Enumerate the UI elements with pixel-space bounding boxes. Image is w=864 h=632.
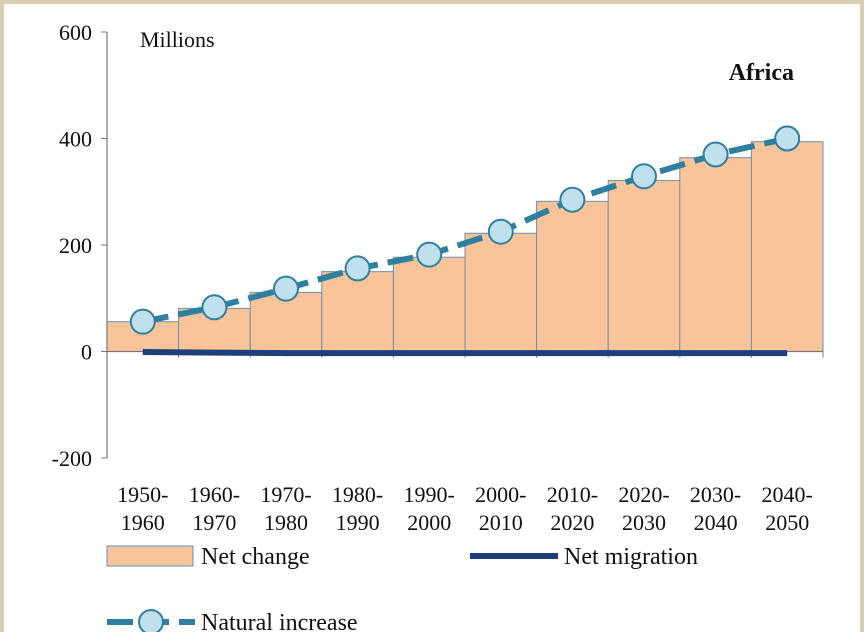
x-tick-label-line: 2030- bbox=[690, 482, 741, 507]
x-tick-label-line: 2030 bbox=[622, 510, 666, 535]
marker bbox=[273, 275, 299, 302]
x-tick-label: 2030- 2040 bbox=[690, 482, 741, 535]
x-tick-label: 2010- 2020 bbox=[547, 482, 598, 535]
marker bbox=[702, 141, 729, 168]
line bbox=[142, 349, 788, 357]
x-tick-label-line: 1980- bbox=[332, 482, 383, 507]
x-tick-label-line: 1990- bbox=[404, 482, 455, 507]
legend-label: Net change bbox=[201, 544, 310, 570]
legend-marker bbox=[138, 609, 164, 632]
x-tick-label-line: 2050 bbox=[765, 510, 809, 535]
y-tick-label: 600 bbox=[59, 20, 92, 45]
x-tick-label-line: 1990 bbox=[336, 510, 380, 535]
x-tick-label-line: 2020- bbox=[618, 482, 669, 507]
x-tick-label-line: 1980 bbox=[264, 510, 308, 535]
y-tick-label: -200 bbox=[52, 446, 92, 471]
bar bbox=[679, 157, 752, 352]
x-tick-label-line: 2010- bbox=[547, 482, 598, 507]
x-tick-label: 2000- 2010 bbox=[475, 482, 526, 535]
unit-label: Millions bbox=[140, 27, 215, 52]
x-tick-label: 1970- 1980 bbox=[260, 482, 311, 535]
marker bbox=[487, 218, 514, 245]
x-tick-label-line: 2000- bbox=[475, 482, 526, 507]
dashed-line bbox=[142, 135, 788, 325]
x-tick-label-line: 1960 bbox=[121, 510, 165, 535]
x-tick-label-line: 2010 bbox=[479, 510, 523, 535]
x-tick-label-line: 2040- bbox=[762, 482, 813, 507]
bar bbox=[464, 232, 538, 352]
legend-label: Natural increase bbox=[201, 610, 358, 632]
y-tick-label: 200 bbox=[59, 233, 92, 258]
legend-swatch bbox=[106, 545, 194, 567]
x-tick-label-line: 2040 bbox=[694, 510, 738, 535]
bar bbox=[392, 256, 466, 352]
bar bbox=[607, 180, 681, 352]
x-tick-label-line: 2000 bbox=[407, 510, 451, 535]
marker bbox=[774, 125, 801, 152]
x-tick-label: 1960- 1970 bbox=[189, 482, 240, 535]
y-tick-label: 0 bbox=[81, 340, 92, 365]
x-tick-label-line: 2020 bbox=[550, 510, 594, 535]
x-tick-label: 1990- 2000 bbox=[404, 482, 455, 535]
marker bbox=[201, 294, 228, 321]
x-tick-label: 2020- 2030 bbox=[618, 482, 669, 535]
bar bbox=[321, 271, 394, 352]
marker bbox=[631, 163, 657, 190]
marker bbox=[129, 308, 156, 335]
y-tick-label: 400 bbox=[59, 127, 92, 152]
bar bbox=[750, 141, 824, 352]
x-tick-label: 2040- 2050 bbox=[762, 482, 813, 535]
marker bbox=[416, 241, 443, 268]
x-tick-label-line: 1960- bbox=[189, 482, 240, 507]
bar bbox=[536, 200, 609, 352]
marker bbox=[344, 255, 371, 282]
marker bbox=[559, 186, 586, 213]
x-tick-label: 1980- 1990 bbox=[332, 482, 383, 535]
x-tick-label-line: 1950- bbox=[117, 482, 168, 507]
x-tick-label-line: 1970 bbox=[192, 510, 236, 535]
annotation: Africa bbox=[729, 60, 794, 86]
legend-label: Net migration bbox=[564, 544, 698, 570]
x-tick-label: 1950- 1960 bbox=[117, 482, 168, 535]
x-tick-label-line: 1970- bbox=[260, 482, 311, 507]
